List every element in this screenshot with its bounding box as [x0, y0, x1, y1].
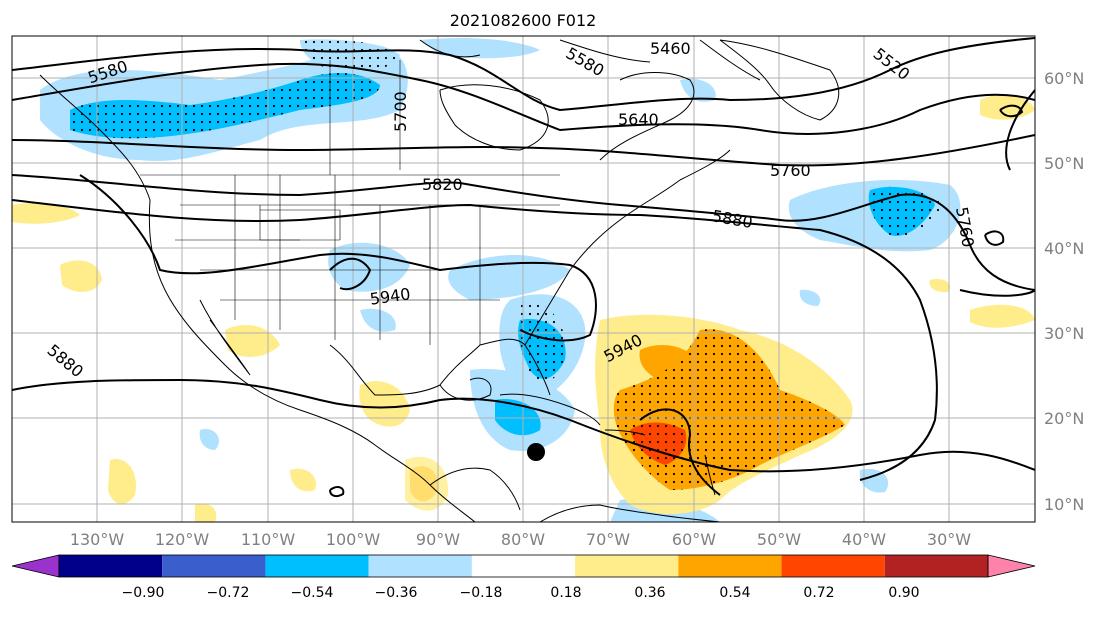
- lat-label: 20°N: [1044, 409, 1084, 428]
- colorbar-segment: [59, 555, 163, 577]
- lon-label: 100°W: [326, 530, 381, 549]
- lat-label: 40°N: [1044, 239, 1084, 258]
- latitude-labels: 60°N 50°N 40°N 30°N 20°N 10°N: [1044, 69, 1084, 514]
- contour-label: 5640: [618, 110, 659, 129]
- colorbar-tick-label: 0.18: [550, 585, 581, 601]
- colorbar-extend-max: [987, 554, 1036, 578]
- map-title: 2021082600 F012: [450, 11, 597, 30]
- colorbar-segment: [781, 555, 885, 577]
- lon-label: 130°W: [70, 530, 125, 549]
- lat-label: 60°N: [1044, 69, 1084, 88]
- colorbar-tick-label: 0.36: [634, 585, 665, 601]
- longitude-labels: 130°W 120°W 110°W 100°W 90°W 80°W 70°W 6…: [70, 530, 971, 549]
- lon-label: 50°W: [757, 530, 801, 549]
- contour-label: 5700: [391, 91, 410, 132]
- lon-label: 60°W: [672, 530, 716, 549]
- colorbar-segment: [265, 555, 369, 577]
- state-borders: [140, 60, 560, 345]
- lat-label: 30°N: [1044, 324, 1084, 343]
- colorbar-tick-label: 0.54: [719, 585, 750, 601]
- colorbar-tick-label: −0.72: [207, 585, 250, 601]
- graticule: [12, 36, 1035, 522]
- colorbar: [11, 554, 1036, 578]
- map-frame: [11, 35, 1036, 523]
- coastlines: [39, 39, 840, 522]
- colorbar-tick-label: 0.90: [888, 585, 919, 601]
- colorbar-segment: [471, 555, 576, 577]
- colorbar-frame: [58, 554, 989, 578]
- colorbar-ticks: −0.90 −0.72 −0.54 −0.36 −0.18 0.18 0.36 …: [122, 585, 920, 601]
- lon-label: 40°W: [842, 530, 886, 549]
- lon-label: 80°W: [501, 530, 545, 549]
- lon-label: 120°W: [155, 530, 210, 549]
- contour-label: 5760: [770, 161, 811, 180]
- map-panel: 5460 5520 5580 5580 5640 5700 5760 5760 …: [12, 36, 1059, 522]
- colorbar-segment: [678, 555, 782, 577]
- colorbar-tick-label: 0.72: [803, 585, 834, 601]
- contour-label: 5820: [1040, 111, 1059, 152]
- colorbar-segment: [368, 555, 472, 577]
- lon-label: 90°W: [416, 530, 460, 549]
- lon-label: 110°W: [241, 530, 296, 549]
- colorbar-tick-label: −0.18: [460, 585, 503, 601]
- lat-label: 10°N: [1044, 495, 1084, 514]
- colorbar-tick-label: −0.36: [375, 585, 418, 601]
- lat-label: 50°N: [1044, 154, 1084, 173]
- storm-location-marker: [527, 443, 545, 461]
- colorbar-segment: [884, 555, 988, 577]
- lon-label: 30°W: [927, 530, 971, 549]
- contour-label: 5820: [422, 175, 463, 194]
- colorbar-tick-label: −0.90: [122, 585, 165, 601]
- lon-label: 70°W: [586, 530, 630, 549]
- colorbar-segment: [575, 555, 679, 577]
- contour-label: 5460: [650, 39, 691, 58]
- height-contours: [12, 37, 1035, 498]
- colorbar-tick-label: −0.54: [291, 585, 334, 601]
- colorbar-extend-min: [11, 554, 60, 578]
- colorbar-segment: [162, 555, 266, 577]
